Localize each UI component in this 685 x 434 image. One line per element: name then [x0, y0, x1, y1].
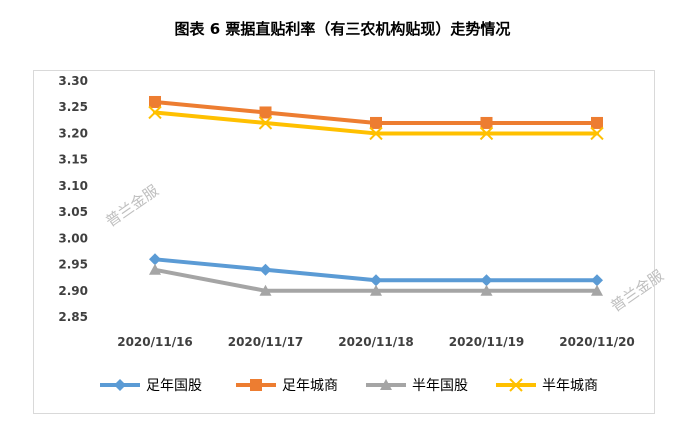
legend-item: 足年城商	[236, 378, 338, 394]
watermark: 普兰金服	[607, 266, 666, 315]
data-point	[149, 253, 161, 266]
y-tick-label: 3.30	[58, 74, 88, 88]
legend-label: 半年国股	[412, 378, 468, 394]
data-point	[480, 284, 493, 296]
data-point	[591, 116, 603, 129]
x-tick-label: 2020/11/18	[338, 335, 414, 349]
data-point	[259, 263, 272, 276]
data-point	[591, 274, 603, 287]
data-point	[114, 379, 126, 391]
data-point	[148, 105, 162, 120]
legend-label: 半年城商	[542, 378, 598, 394]
watermark: 普兰金服	[102, 181, 161, 230]
legend-label: 足年城商	[282, 378, 338, 394]
x-tick-label: 2020/11/16	[117, 335, 193, 349]
x-tick-label: 2020/11/19	[449, 335, 525, 349]
data-point	[380, 379, 392, 390]
y-tick-label: 2.95	[58, 258, 88, 272]
data-point	[259, 106, 272, 119]
data-point	[369, 126, 383, 141]
x-tick-label: 2020/11/17	[228, 335, 304, 349]
data-point	[480, 274, 493, 287]
chart-area	[33, 70, 655, 414]
y-tick-label: 3.05	[58, 205, 88, 219]
y-tick-label: 2.90	[58, 284, 88, 298]
series-1	[149, 253, 603, 287]
y-tick-label: 2.85	[58, 310, 88, 324]
x-tick-label: 2020/11/20	[559, 335, 635, 349]
y-tick-label: 3.25	[58, 100, 88, 114]
data-point	[250, 379, 262, 391]
data-point	[370, 116, 382, 129]
legend-label: 足年国股	[146, 378, 202, 394]
y-tick-label: 3.20	[58, 126, 88, 140]
data-point	[258, 116, 273, 130]
series-2	[149, 95, 603, 129]
data-point	[509, 378, 523, 392]
series-3	[149, 263, 603, 296]
data-point	[149, 95, 161, 108]
data-point	[590, 126, 604, 141]
data-point	[591, 284, 603, 296]
data-point	[370, 284, 382, 296]
legend-item: 半年国股	[366, 378, 468, 394]
series-4	[148, 105, 604, 141]
data-point	[259, 284, 272, 296]
data-point	[480, 116, 493, 129]
chart-title: 图表 6 票据直贴利率（有三农机构贴现）走势情况	[174, 20, 511, 38]
data-point	[370, 274, 382, 287]
y-tick-label: 3.00	[58, 231, 88, 245]
data-point	[149, 263, 161, 275]
y-tick-label: 3.10	[58, 179, 88, 193]
y-tick-label: 3.15	[58, 153, 88, 167]
data-point	[479, 126, 494, 141]
legend-item: 足年国股	[100, 378, 202, 394]
legend-item: 半年城商	[496, 378, 598, 394]
